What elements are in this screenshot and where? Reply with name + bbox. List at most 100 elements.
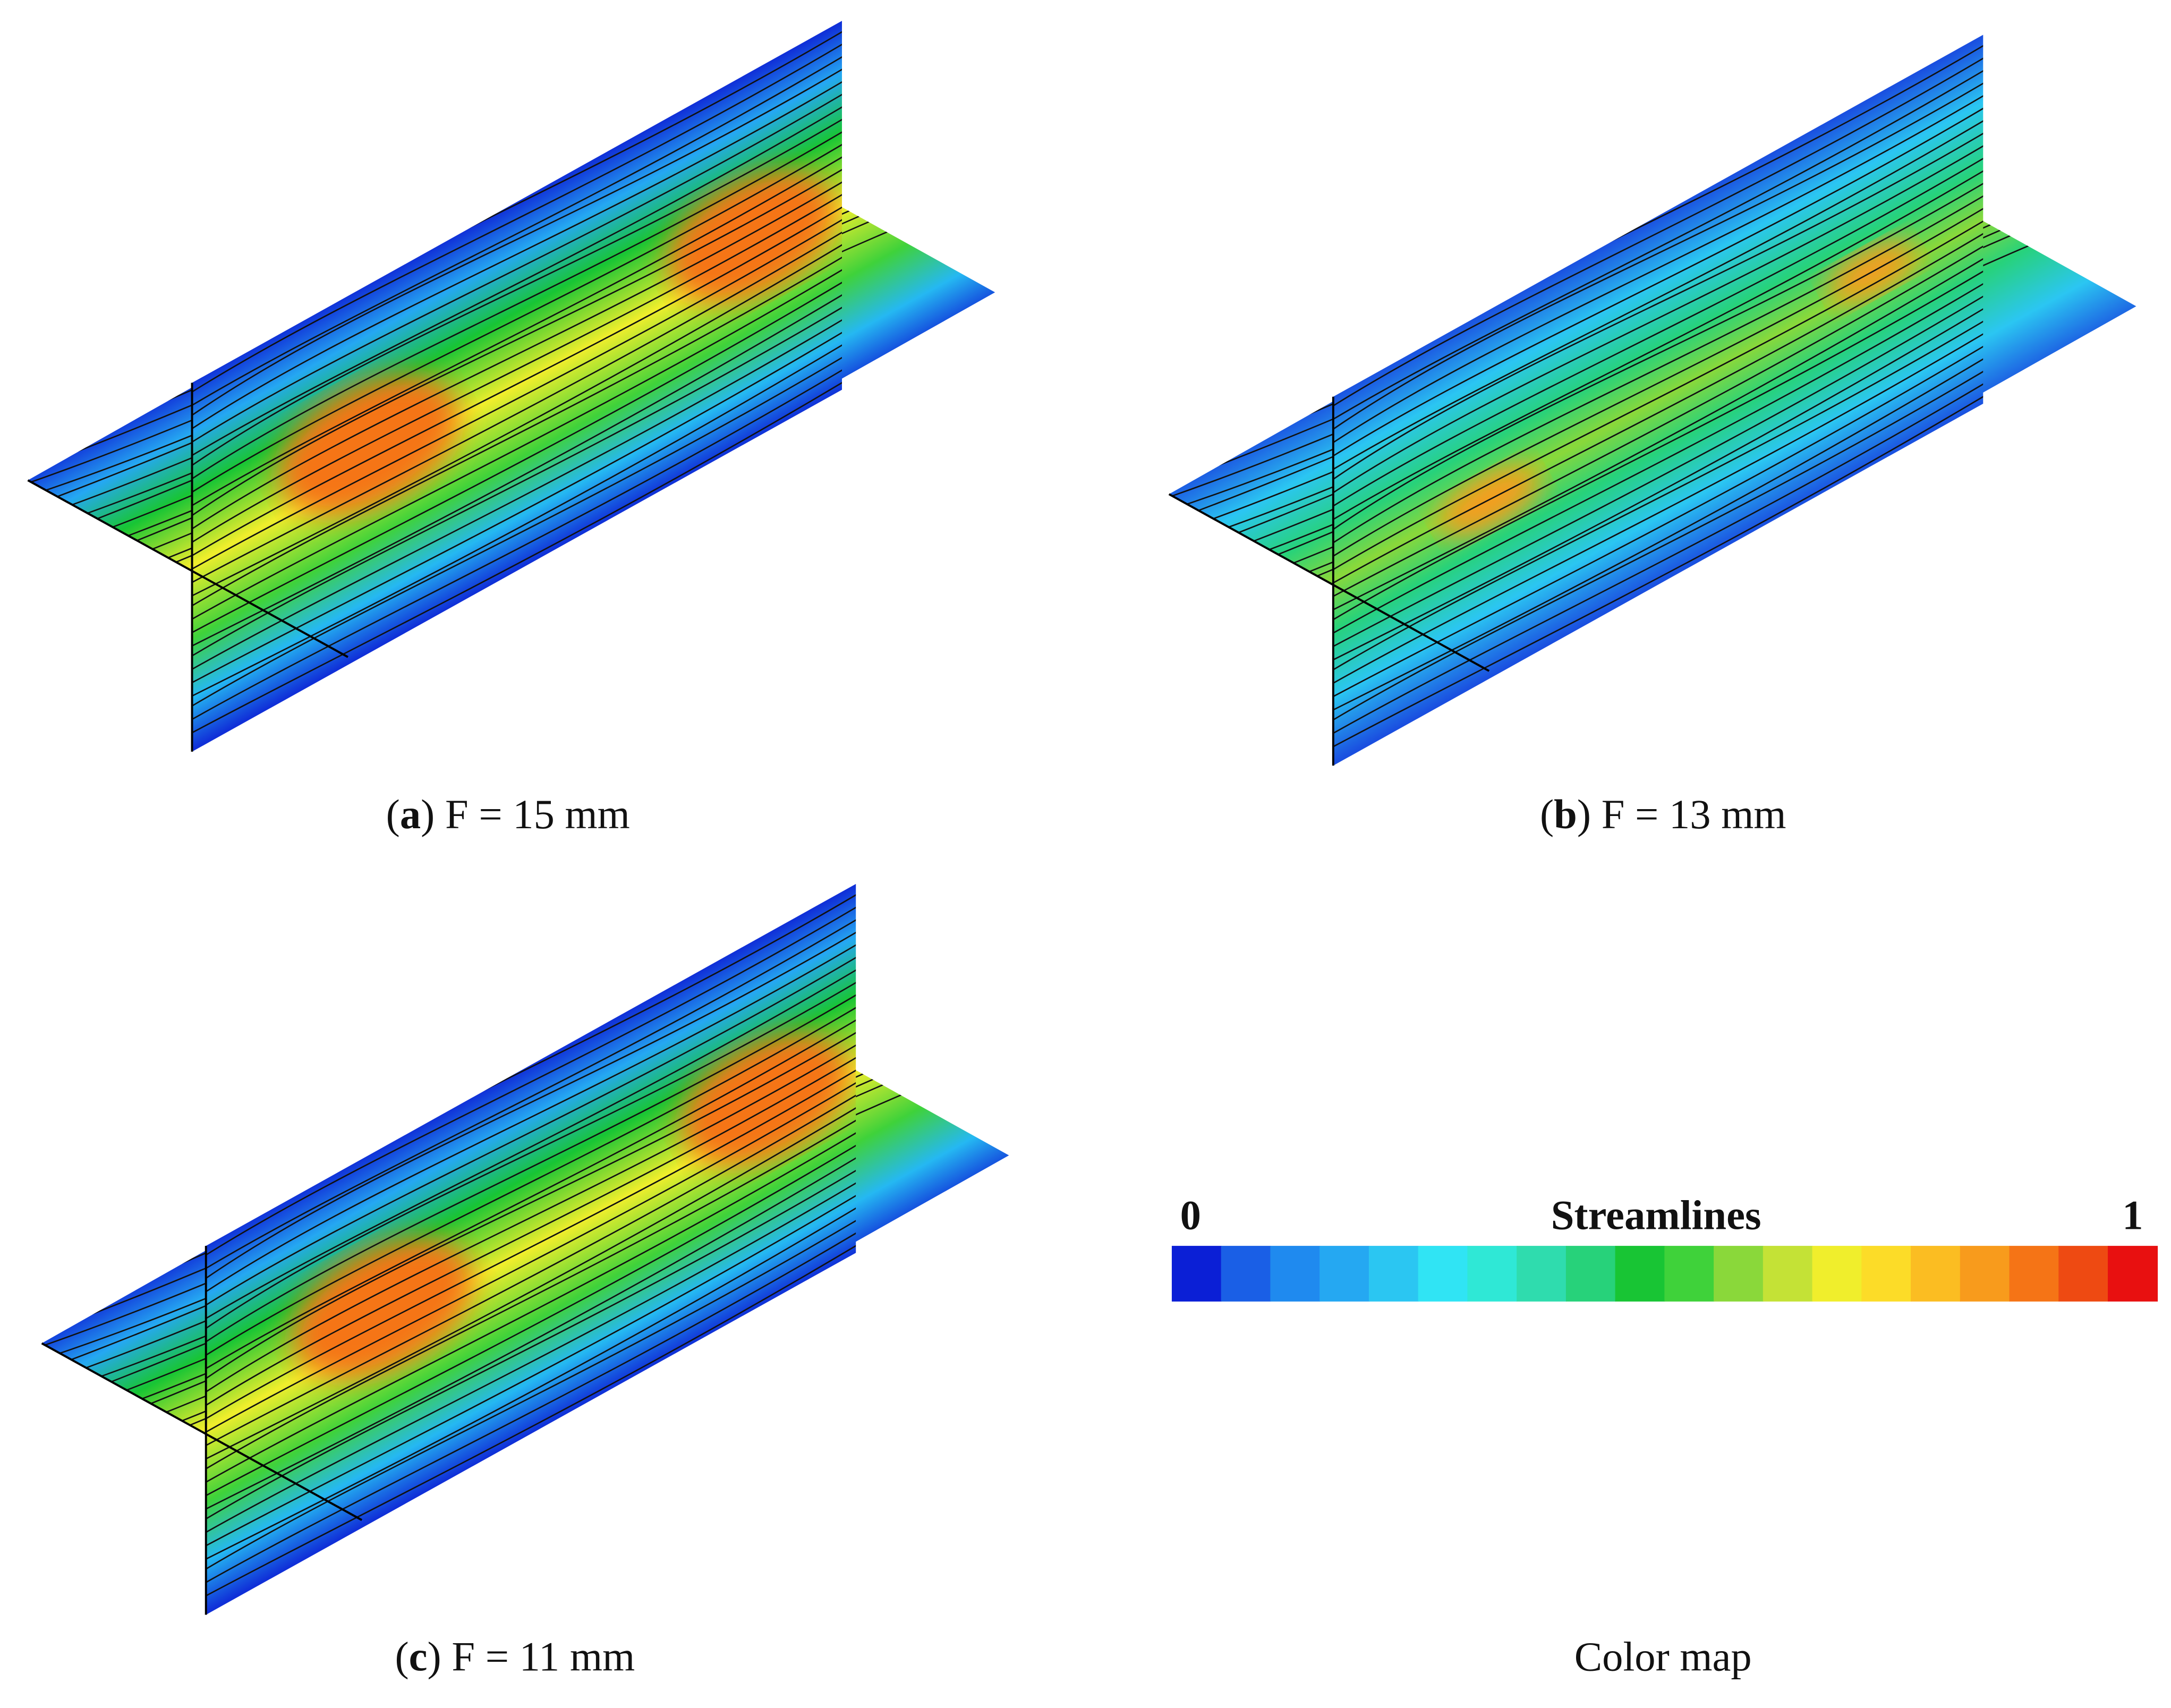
contour-line <box>1333 371 1983 749</box>
contour-line <box>1333 333 1983 711</box>
contour-line <box>192 169 842 547</box>
contour-line <box>206 1019 856 1397</box>
contour-line <box>1333 70 1983 448</box>
panel-caption: (c) F = 11 mm <box>395 1634 635 1680</box>
contour-line <box>206 907 856 1284</box>
contour-line <box>206 1044 856 1422</box>
contour-line <box>206 1069 856 1447</box>
hot-zone <box>279 376 459 515</box>
vertical-contours <box>192 21 842 747</box>
vertical-contours <box>1333 35 1983 761</box>
caption-text: ) F = 11 mm <box>428 1634 635 1680</box>
contour-line <box>1333 358 1983 736</box>
contour-line <box>206 1094 856 1472</box>
caption-label: a <box>400 792 421 838</box>
colormap-max: 1 <box>2122 1193 2143 1239</box>
contour-line <box>192 244 842 622</box>
contour-line <box>1333 145 1983 523</box>
contour-line <box>206 1220 856 1597</box>
panel-caption: (b) F = 13 mm <box>1540 792 1786 838</box>
contour-line <box>192 106 842 484</box>
plane-edge <box>41 1342 363 1521</box>
contour-line <box>192 257 842 634</box>
contour-line <box>1333 120 1983 498</box>
contour-line <box>206 1208 856 1585</box>
contour-plot <box>27 21 995 752</box>
contour-line <box>206 1082 856 1460</box>
contour-line <box>192 357 842 734</box>
contour-line <box>192 319 842 697</box>
color-bar <box>1171 1246 2158 1302</box>
contour-line <box>1333 321 1983 698</box>
contour-line <box>1333 133 1983 511</box>
contour-line <box>206 1057 856 1434</box>
caption-open: ( <box>1540 792 1554 838</box>
contour-line <box>192 332 842 709</box>
contour-line <box>206 982 856 1359</box>
contour-line <box>192 94 842 471</box>
caption-label: b <box>1554 792 1577 838</box>
contour-line <box>1333 346 1983 724</box>
contour-line <box>206 1170 856 1548</box>
contour-line <box>1333 158 1983 536</box>
caption-text: ) F = 15 mm <box>421 792 630 838</box>
contour-line <box>206 1145 856 1523</box>
contour-line <box>1333 384 1983 761</box>
color-swatch <box>1861 1246 1912 1302</box>
contour-line <box>192 207 842 584</box>
contour-line <box>1333 183 1983 560</box>
contour-line <box>206 970 856 1347</box>
color-swatch <box>1221 1246 1271 1302</box>
contour-line <box>1333 220 1983 598</box>
contour-line <box>192 194 842 572</box>
contour-line <box>206 1120 856 1497</box>
contour-line <box>192 182 842 559</box>
contour-line <box>192 232 842 609</box>
color-swatch <box>1960 1246 2010 1302</box>
contour-line <box>206 957 856 1335</box>
colormap-title: Streamlines <box>1551 1193 1761 1239</box>
contour-line <box>192 44 842 421</box>
contour-line <box>192 31 842 409</box>
color-swatch <box>1368 1246 1419 1302</box>
contour-line <box>192 131 842 509</box>
contour-line <box>192 307 842 684</box>
color-swatch <box>1418 1246 1468 1302</box>
hot-zone <box>1438 466 1539 536</box>
contour-line <box>206 1032 856 1409</box>
contour-line <box>206 932 856 1310</box>
color-swatch <box>2108 1246 2158 1302</box>
contour-line <box>206 1007 856 1384</box>
color-swatch <box>1467 1246 1518 1302</box>
contour-line <box>1333 245 1983 623</box>
contour-line <box>206 1233 856 1610</box>
contour-line <box>206 1107 856 1485</box>
contour-line <box>192 269 842 647</box>
color-swatch <box>1565 1246 1616 1302</box>
contour-line <box>206 1132 856 1510</box>
color-swatch <box>1812 1246 1862 1302</box>
contour-line <box>1333 295 1983 673</box>
caption-text: ) F = 13 mm <box>1577 792 1786 838</box>
contour-line <box>192 294 842 672</box>
contour-line <box>1333 45 1983 423</box>
contour-line <box>1333 171 1983 548</box>
contour-line <box>1333 57 1983 435</box>
contour-line <box>1333 233 1983 610</box>
color-swatch <box>2009 1246 2059 1302</box>
color-swatch <box>1664 1246 1715 1302</box>
contour-line <box>192 219 842 597</box>
contour-line <box>192 369 842 747</box>
contour-line <box>206 894 856 1272</box>
contour-plot <box>1168 35 2136 766</box>
colormap-caption: Color map <box>1574 1634 1752 1680</box>
color-swatch <box>1270 1246 1321 1302</box>
color-swatch <box>1763 1246 1813 1302</box>
contour-line <box>1333 108 1983 485</box>
contour-line <box>192 56 842 434</box>
contour-line <box>192 69 842 446</box>
color-swatch <box>1714 1246 1764 1302</box>
caption-label: c <box>409 1634 428 1680</box>
